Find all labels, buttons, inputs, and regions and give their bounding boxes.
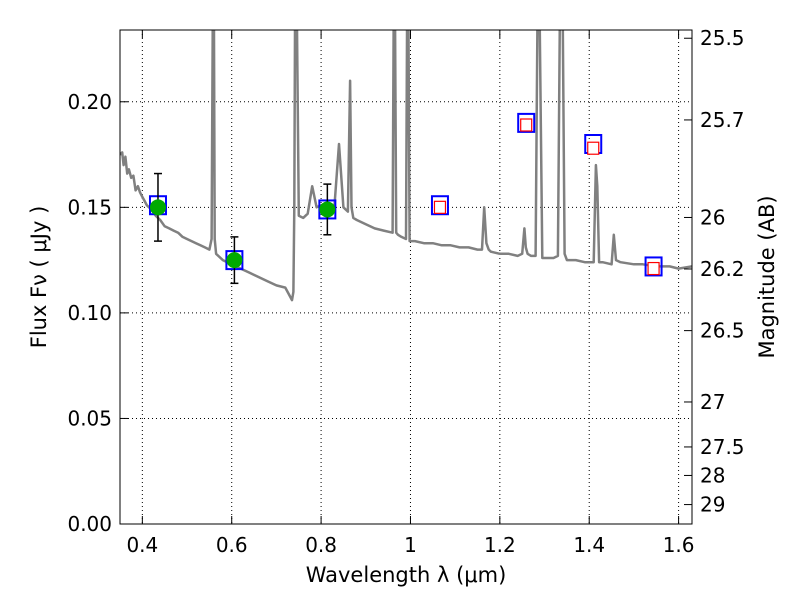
magnitude-tick-label: 26 — [700, 205, 725, 229]
magnitude-tick-label: 25.7 — [700, 108, 745, 132]
photometry-point — [226, 252, 243, 269]
photometry-point — [319, 201, 336, 218]
upper-limit-marker — [433, 200, 447, 214]
magnitude-tick-label: 25.5 — [700, 26, 745, 50]
x-tick-label: 1.6 — [663, 533, 695, 557]
y2-axis-title: Magnitude (AB) — [755, 195, 779, 358]
marker-layer — [148, 112, 663, 285]
model-band-marker — [430, 195, 449, 216]
model-spectrum-line — [120, 30, 692, 302]
x-tick-label: 1.4 — [573, 533, 605, 557]
x-axis-title: Wavelength λ (μm) — [306, 563, 507, 587]
upper-limit-marker — [647, 261, 660, 276]
y-tick-label: 0.15 — [67, 195, 112, 219]
magnitude-tick-label: 26.2 — [700, 257, 745, 281]
magnitude-tick-label: 27 — [700, 390, 725, 414]
magnitude-tick-label: 26.5 — [700, 319, 745, 343]
plot-frame — [119, 29, 693, 525]
x-tick-label: 0.6 — [216, 533, 248, 557]
model-band-marker — [644, 256, 663, 277]
y-axis-title: Flux Fν ( μJy ) — [27, 206, 51, 349]
y-tick-label: 0.00 — [67, 512, 112, 536]
photometry-point — [149, 199, 166, 216]
upper-limit-marker — [587, 141, 600, 155]
x-tick-label: 0.4 — [126, 533, 158, 557]
y-tick-label: 0.05 — [67, 406, 112, 430]
x-tick-label: 0.8 — [305, 533, 337, 557]
ticks: 0.4 0.6 0.8 1 1.2 1.4 1.6 0.00 0.05 0.10 0.15 0.20 2… — [67, 26, 744, 557]
magnitude-tick-label: 29 — [700, 493, 725, 517]
y-tick-label: 0.10 — [67, 301, 112, 325]
magnitude-tick-label: 28 — [700, 463, 725, 487]
x-tick-label: 1 — [404, 533, 417, 557]
spectrum-layer — [120, 30, 692, 302]
upper-limit-marker — [520, 118, 533, 132]
model-band-marker — [517, 112, 536, 133]
magnitude-tick-label: 27.5 — [700, 435, 745, 459]
y-tick-label: 0.20 — [67, 90, 112, 114]
x-tick-label: 1.2 — [484, 533, 516, 557]
